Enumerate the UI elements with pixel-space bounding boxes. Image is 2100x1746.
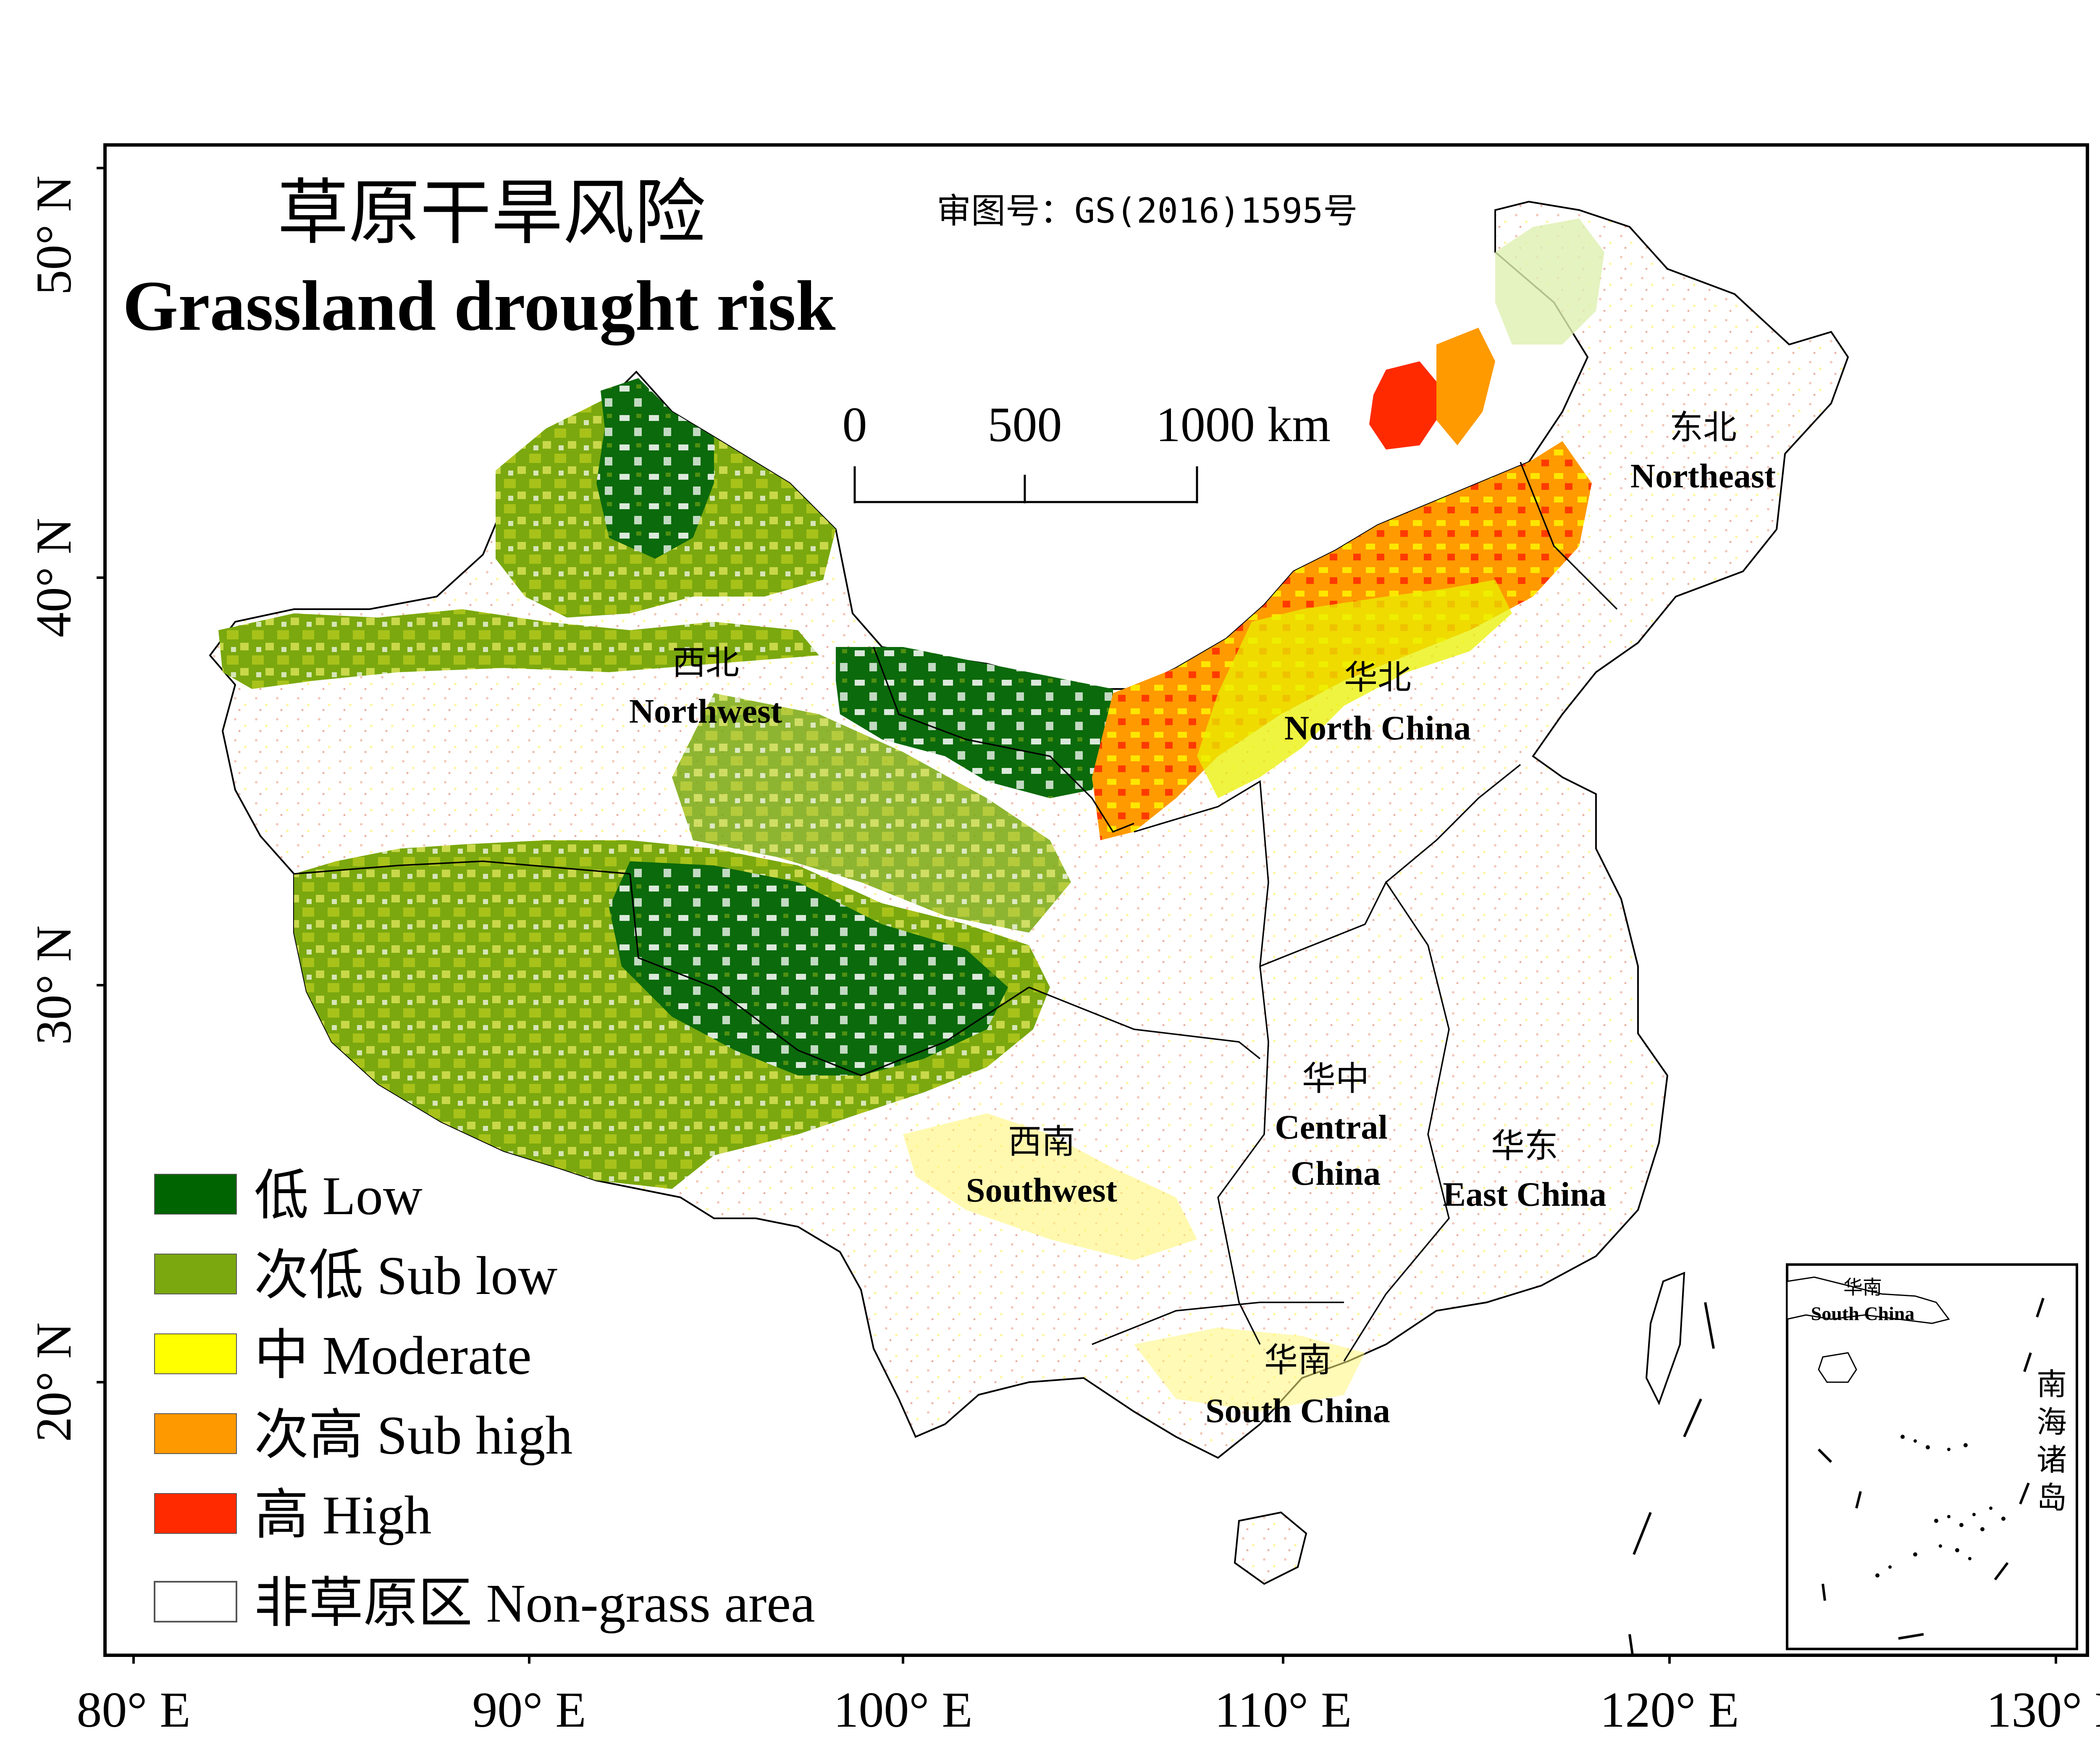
legend-label-low: 低 Low (254, 1166, 423, 1226)
legend-item-low: 低 Low (154, 1166, 423, 1226)
taiwan-island (1645, 1271, 1685, 1406)
inset-islands-char-3: 诸 (2037, 1442, 2067, 1478)
scale-label-1000: 1000 km (1156, 397, 1331, 452)
scale-label-500: 500 (988, 397, 1062, 452)
legend-item-sublow: 次低 Sub low (154, 1246, 557, 1306)
zone-tianshan (218, 609, 819, 689)
region-zh-south-china: 华南 (1264, 1341, 1331, 1380)
zone-northeast-light (1495, 218, 1604, 344)
lat-label-50: 50° N (26, 176, 81, 295)
latitude-axis (97, 167, 105, 1383)
lat-label-40: 40° N (26, 518, 81, 638)
legend-swatch-nongrass (154, 1581, 237, 1622)
legend-label-high: 高 High (254, 1485, 432, 1546)
approval-number: 审图号：GS(2016)1595号 (937, 191, 1357, 231)
legend-swatch-sublow (154, 1254, 237, 1294)
legend-swatch-subhigh (154, 1413, 237, 1454)
inset-islands-label: 南 海 诸 岛 (2037, 1367, 2067, 1515)
zone-low-plateau (609, 861, 1008, 1075)
lon-label-130: 130° E (1986, 1682, 2100, 1738)
region-zh-northeast: 东北 (1670, 408, 1737, 447)
inset-islands-char-1: 南 (2037, 1367, 2067, 1402)
region-labels: 西北 Northwest 东北 Northeast 华北 North China… (629, 408, 1776, 1430)
inset-region-zh: 华南 (1843, 1276, 1882, 1299)
lat-label-20: 20° N (26, 1323, 81, 1442)
region-zh-northwest: 西北 (672, 643, 739, 682)
scale-label-0: 0 (843, 397, 867, 452)
region-zh-east-china: 华东 (1491, 1126, 1558, 1165)
zone-low-altai (596, 378, 714, 559)
zone-moderate-southwest (903, 1113, 1197, 1260)
region-en-northwest: Northwest (629, 692, 782, 730)
legend-item-subhigh: 次高 Sub high (154, 1405, 572, 1466)
inset-region-en: South China (1811, 1303, 1915, 1324)
lat-label-30: 30° N (26, 926, 81, 1045)
inset-hainan (1818, 1352, 1857, 1383)
lon-label-100: 100° E (833, 1682, 972, 1738)
legend-label-subhigh: 次高 Sub high (254, 1405, 572, 1466)
central-china-line-1: Central (1275, 1108, 1388, 1146)
hainan-island (1234, 1511, 1307, 1585)
zone-sublow-gansu (672, 693, 1071, 933)
legend-swatch-moderate (154, 1333, 237, 1374)
lon-label-120: 120° E (1600, 1682, 1739, 1738)
title-chinese: 草原干旱风险 (277, 171, 706, 255)
lon-label-110: 110° E (1215, 1682, 1352, 1738)
lon-label-80: 80° E (76, 1682, 190, 1738)
region-en-northeast: Northeast (1630, 457, 1776, 495)
longitude-axis (132, 1655, 2057, 1664)
inset-islands-char-4: 岛 (2037, 1480, 2067, 1515)
inset-reefs (1875, 1435, 2006, 1578)
zone-low-inner-mongolia (836, 647, 1113, 798)
inset-dash-line (1817, 1298, 2045, 1640)
scale-bar: 0 500 1000 km (843, 397, 1331, 503)
central-china-line-2: China (1291, 1154, 1381, 1192)
zone-high-hulunbuir (1369, 361, 1441, 450)
region-en-north-china: North China (1284, 709, 1471, 747)
legend: 低 Low 次低 Sub low 中 Moderate 次高 Sub high … (154, 1166, 815, 1634)
region-en-east-china: East China (1443, 1175, 1606, 1213)
region-borders (294, 462, 1618, 1362)
legend-item-nongrass: 非草原区 Non-grass area (154, 1573, 815, 1634)
inset-coastline (1786, 1276, 1950, 1324)
region-zh-southwest: 西南 (1008, 1122, 1075, 1161)
south-china-sea-inset: 华南 South China 南 海 诸 岛 (1786, 1263, 2078, 1650)
zone-moderate-north (1197, 580, 1512, 798)
legend-label-nongrass: 非草原区 Non-grass area (254, 1573, 815, 1634)
inset-frame (1786, 1263, 2078, 1650)
legend-label-sublow: 次低 Sub low (254, 1246, 557, 1306)
region-en-south-china: South China (1205, 1391, 1390, 1430)
region-en-southwest: Southwest (966, 1171, 1117, 1209)
legend-item-high: 高 High (154, 1485, 432, 1546)
legend-swatch-high (154, 1493, 237, 1534)
lon-label-90: 90° E (472, 1682, 586, 1738)
nine-dash-line (1628, 1302, 1715, 1655)
inset-islands-char-2: 海 (2037, 1404, 2067, 1440)
region-zh-north-china: 华北 (1344, 658, 1411, 697)
legend-item-moderate: 中 Moderate (154, 1325, 532, 1386)
map-frame (103, 143, 2089, 1657)
region-en-central-china: Central China (1275, 1108, 1396, 1192)
map-body (209, 200, 1849, 1655)
zone-subhigh-hulunbuir (1436, 328, 1495, 445)
legend-label-moderate: 中 Moderate (254, 1325, 532, 1386)
title-english: Grassland drought risk (123, 266, 836, 345)
legend-swatch-low (154, 1174, 237, 1215)
zone-moderate-south (1134, 1328, 1365, 1412)
region-zh-central-china: 华中 (1302, 1059, 1369, 1098)
